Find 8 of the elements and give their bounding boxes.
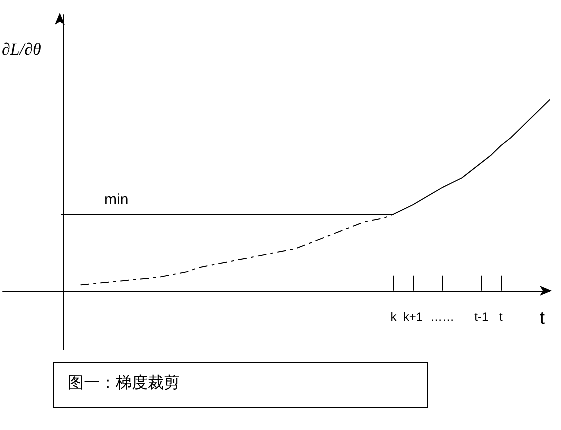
text: 图一：梯度裁剪 [53,362,428,408]
x-tick-label: t [499,310,504,324]
series-label: min [104,191,129,208]
y-axis-title: ∂L/∂θ [2,40,42,60]
x-tick-label: k [390,310,398,324]
x-tick-label: k+1 [403,310,424,324]
x-tick-label: t-1 [474,310,489,324]
x-tick-label: …… [430,310,455,324]
